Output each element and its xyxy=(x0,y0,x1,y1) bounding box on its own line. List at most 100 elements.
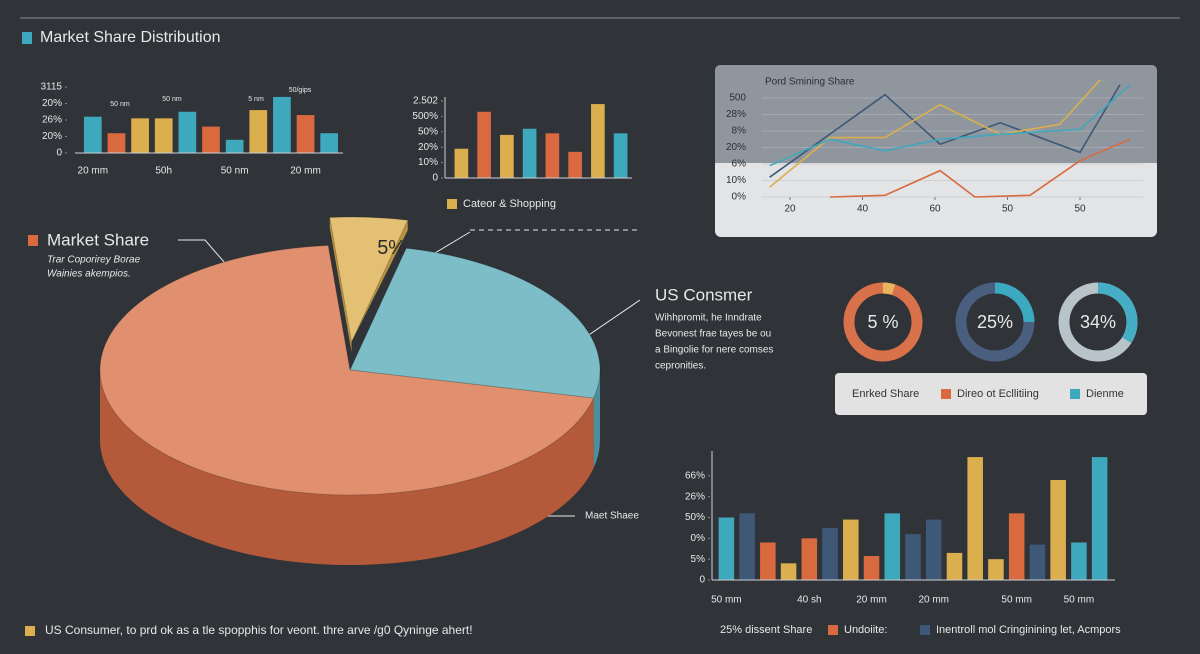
legend-label: Cateor & Shopping xyxy=(463,198,556,210)
series-line xyxy=(769,84,1121,178)
legend-label: Inentroll mol Cringinining let, Acmpors xyxy=(936,624,1121,636)
legend-label: Undoiite: xyxy=(844,624,887,636)
y-tick-label: 50% xyxy=(685,512,705,523)
bar xyxy=(718,517,735,580)
x-tick-label: 50 nm xyxy=(221,166,249,177)
bar xyxy=(863,556,880,580)
bar xyxy=(454,148,469,178)
bar xyxy=(107,133,126,153)
bar xyxy=(946,552,963,580)
y-tick-label: 0 xyxy=(699,575,705,586)
x-tick-label: 50 xyxy=(1002,204,1014,215)
annotation-title: US Consmer xyxy=(655,285,753,304)
legend-label: 25% dissent Share xyxy=(720,624,812,636)
heading-icon xyxy=(28,235,38,246)
y-tick-label: 26% xyxy=(42,115,62,126)
bar xyxy=(988,559,1004,580)
annotation-text: a Bingolie for nere comses xyxy=(655,345,773,356)
x-tick-label: 20 mm xyxy=(290,166,321,177)
bar xyxy=(225,139,244,153)
y-tick-label: 6% xyxy=(732,159,747,170)
annotation-text: Trar Coporirey Borae xyxy=(47,255,141,266)
annotation-text: cepronities. xyxy=(655,361,706,372)
footer-text: US Consumer, to prd ok as a tle spopphis… xyxy=(45,623,473,637)
title-icon xyxy=(22,32,32,44)
x-tick-label: 40 xyxy=(857,204,869,215)
legend-swatch xyxy=(941,389,951,399)
y-tick-label: 20% xyxy=(42,131,62,142)
bar xyxy=(296,115,315,153)
pie-slice xyxy=(349,247,601,399)
legend-swatch xyxy=(828,625,838,635)
y-tick-label: 10% xyxy=(726,175,746,186)
x-tick-label: 60 xyxy=(929,204,941,215)
bar xyxy=(545,133,560,178)
pie-slice xyxy=(99,244,595,496)
bar xyxy=(500,134,514,178)
x-tick-label: 20 mm xyxy=(918,595,949,606)
y-tick-label: 0 xyxy=(432,173,438,184)
bar xyxy=(522,128,537,178)
value-label: 5% xyxy=(377,237,406,259)
bar xyxy=(1071,542,1087,580)
y-tick-label: 8% xyxy=(732,126,747,137)
bar xyxy=(905,534,921,580)
bar xyxy=(249,110,268,153)
bar xyxy=(1008,513,1025,580)
bar xyxy=(320,133,339,153)
bar xyxy=(83,116,102,153)
y-tick-label: 20% xyxy=(726,142,746,153)
pie-side xyxy=(100,370,594,566)
annotation-title: Market Share xyxy=(47,230,149,249)
y-tick-label: 10% xyxy=(418,157,438,168)
donut-label: 34% xyxy=(1080,312,1116,332)
series-line xyxy=(769,79,1101,188)
legend-swatch xyxy=(447,199,457,209)
x-tick-label: 50 xyxy=(1074,204,1086,215)
x-tick-label: 40 sh xyxy=(797,595,821,606)
bar xyxy=(1091,457,1108,580)
y-tick-label: 66% xyxy=(685,470,705,481)
annotation: 50/gips xyxy=(289,87,312,94)
bar xyxy=(1050,480,1066,580)
legend-label: Direo ot Ecllitiing xyxy=(957,388,1039,400)
y-tick-label: 20% xyxy=(418,142,438,153)
donut-label: 5 % xyxy=(867,312,898,332)
x-tick-label: 50 mm xyxy=(1001,595,1032,606)
bar xyxy=(739,513,755,580)
annotation-text: Bevonest frae tayes be ou xyxy=(655,329,771,340)
line-panel-header xyxy=(715,65,1157,163)
x-tick-label: 20 mm xyxy=(78,166,109,177)
annotation-text: Wihhpromit, he Inndrate xyxy=(655,313,762,324)
bar xyxy=(843,519,859,580)
y-tick-label: 0 xyxy=(56,148,62,159)
x-tick-label: 50 mm xyxy=(711,595,742,606)
donut-label: 25% xyxy=(977,312,1013,332)
x-tick-label: 50h xyxy=(155,166,172,177)
chart-title: Pord Smining Share xyxy=(765,77,855,88)
bar xyxy=(801,538,818,580)
y-tick-label: 0% xyxy=(691,533,706,544)
legend-swatch xyxy=(1070,389,1080,399)
y-tick-label: 500 xyxy=(729,93,746,104)
bar xyxy=(568,151,582,178)
y-tick-label: 0% xyxy=(732,192,747,203)
y-tick-label: 26% xyxy=(685,491,705,502)
annotation: 5 nm xyxy=(248,96,264,103)
bar xyxy=(780,563,797,580)
y-tick-label: 5% xyxy=(691,554,706,565)
legend-label: Dienme xyxy=(1086,388,1124,400)
y-tick-label: 3115 xyxy=(40,82,62,93)
bar xyxy=(131,118,149,153)
legend-swatch xyxy=(920,625,930,635)
x-tick-label: 50 mm xyxy=(1064,595,1095,606)
x-tick-label: 20 mm xyxy=(856,595,887,606)
legend-label: Enrked Share xyxy=(852,388,919,400)
donut-arc xyxy=(882,282,896,295)
page-title: Market Share Distribution xyxy=(40,29,221,46)
bar xyxy=(1029,544,1046,580)
bar xyxy=(760,542,776,580)
bar xyxy=(822,527,838,580)
bar xyxy=(925,519,942,580)
bar xyxy=(613,133,628,178)
